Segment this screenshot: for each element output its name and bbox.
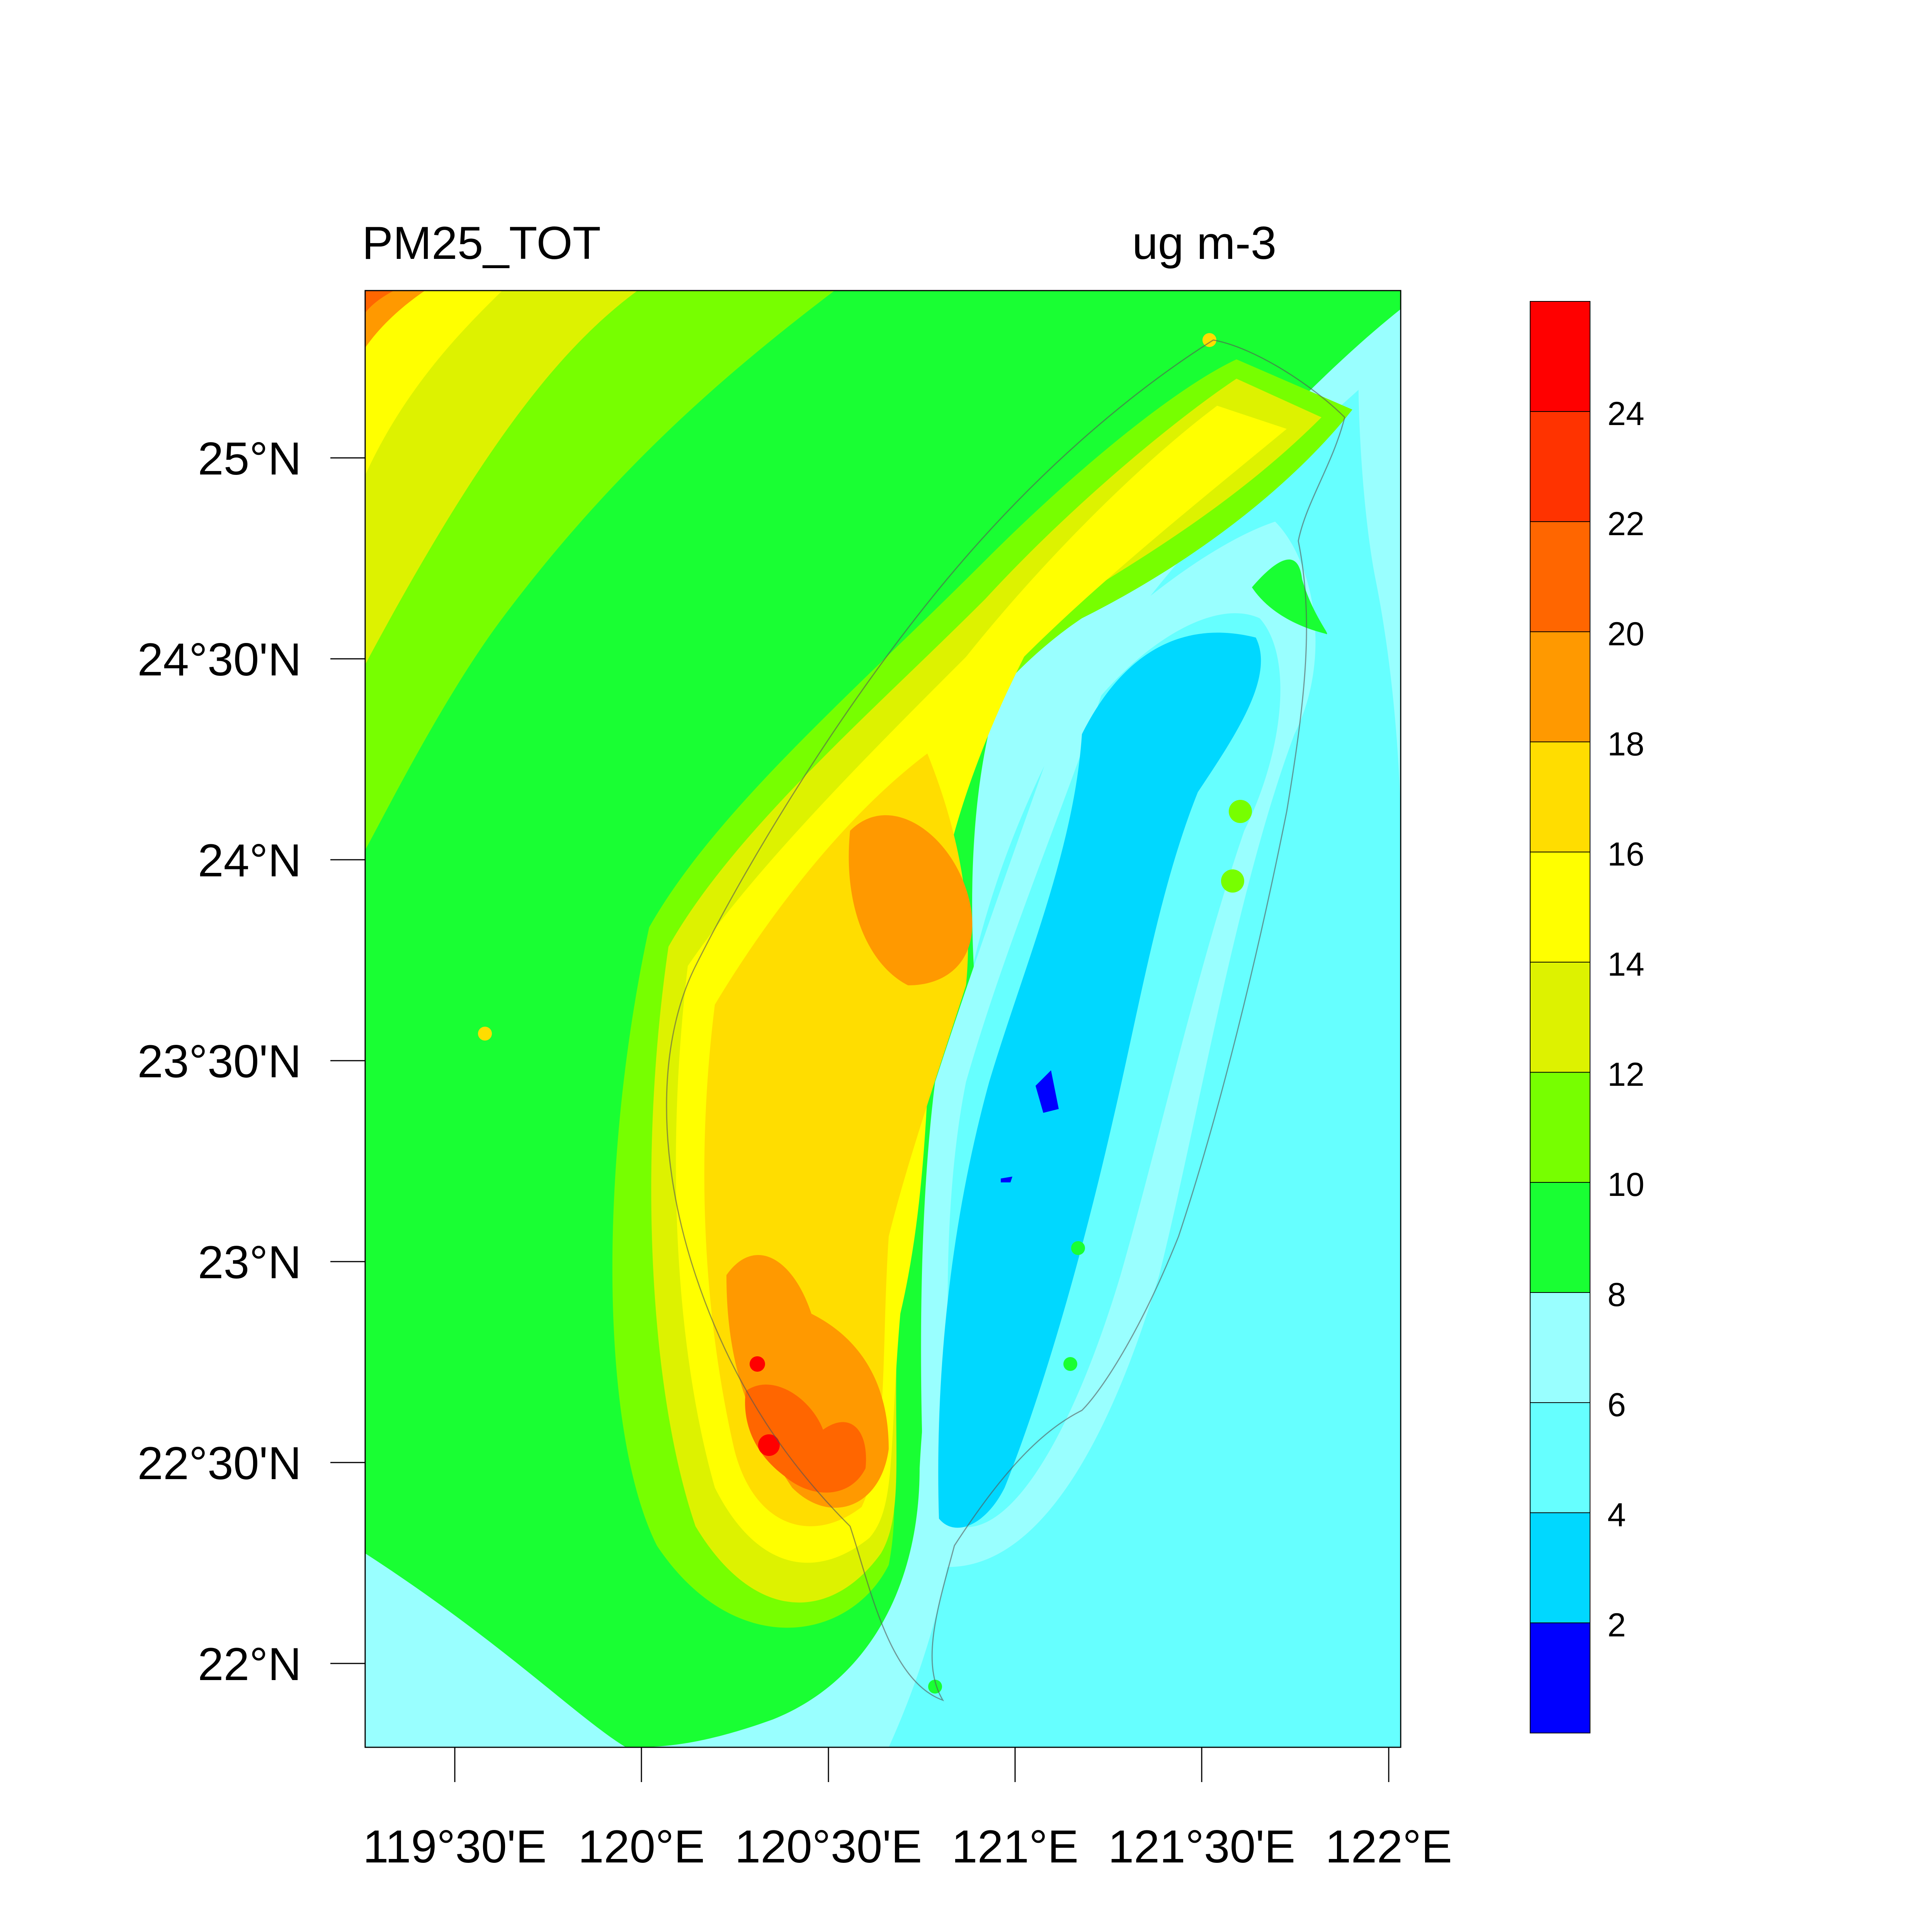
- colorbar-label: 6: [1607, 1386, 1626, 1423]
- lat-label-22n: 22°N: [197, 1638, 301, 1690]
- green-spot-2: [1221, 869, 1244, 893]
- nw-band-3: [365, 291, 502, 475]
- concentration-field: [365, 291, 1401, 1747]
- green-spot-4: [1063, 1357, 1077, 1371]
- nw-band-4: [365, 291, 425, 348]
- lon-label-121e: 121°E: [951, 1821, 1079, 1872]
- lon-label-120e: 120°E: [578, 1821, 705, 1872]
- lon-label-121-30e: 121°30'E: [1108, 1821, 1296, 1872]
- colorbar-segment: [1530, 742, 1590, 852]
- lat-label-23-30n: 23°30'N: [137, 1036, 301, 1087]
- green-spot-5: [928, 1680, 942, 1694]
- colorbar: [1530, 301, 1590, 1733]
- land-band-20: [745, 1384, 866, 1493]
- colorbar-label: 4: [1607, 1497, 1626, 1534]
- colorbar-segment: [1530, 1292, 1590, 1403]
- colorbar-label: 18: [1607, 726, 1645, 763]
- colorbar-label: 20: [1607, 616, 1645, 653]
- lat-label-23n: 23°N: [197, 1236, 301, 1288]
- colorbar-segment: [1530, 1402, 1590, 1513]
- coastline: [666, 339, 1345, 1701]
- colorbar-segment: [1530, 1622, 1590, 1733]
- lat-label-24-30n: 24°30'N: [137, 634, 301, 685]
- colorbar-label: 24: [1607, 395, 1645, 432]
- colorbar-segment: [1530, 852, 1590, 963]
- lon-label-120-30e: 120°30'E: [735, 1821, 922, 1872]
- lat-label-25n: 25°N: [197, 433, 301, 485]
- lon-ticks: [454, 1747, 1389, 1782]
- east-band-4: [938, 633, 1261, 1528]
- lat-label-22-30n: 22°30'N: [137, 1437, 301, 1489]
- colorbar-segment: [1530, 962, 1590, 1073]
- blue-spot-2: [1001, 1177, 1012, 1182]
- lat-label-24n: 24°N: [197, 835, 301, 886]
- lat-ticks: [330, 457, 365, 1664]
- green-spot-1: [1229, 800, 1252, 823]
- hotspot-red: [758, 1434, 780, 1456]
- north-tip-spot: [1202, 333, 1216, 347]
- colorbar-segment: [1530, 1072, 1590, 1183]
- colorbar-segment: [1530, 521, 1590, 632]
- hotspot-red-2: [750, 1356, 765, 1372]
- colorbar-segment: [1530, 301, 1590, 412]
- colorbar-segment: [1530, 631, 1590, 742]
- land-band-18-north: [849, 815, 973, 985]
- nw-corner: [365, 291, 394, 313]
- colorbar-label: 2: [1607, 1607, 1626, 1644]
- colorbar-segment: [1530, 1182, 1590, 1293]
- units-title: ug m-3: [1132, 217, 1277, 269]
- colorbar-label: 12: [1607, 1056, 1645, 1093]
- ne-green-patch: [1252, 559, 1327, 634]
- colorbar-label: 16: [1607, 836, 1645, 873]
- colorbar-segment: [1530, 1512, 1590, 1623]
- lon-label-122e: 122°E: [1325, 1821, 1452, 1872]
- map-frame: [364, 290, 1401, 1748]
- colorbar-label: 10: [1607, 1166, 1645, 1203]
- nw-band-2: [365, 291, 638, 665]
- variable-title: PM25_TOT: [362, 217, 601, 269]
- penghu-spot: [478, 1027, 492, 1041]
- colorbar-label: 22: [1607, 505, 1645, 543]
- blue-spot-1: [1036, 1070, 1059, 1113]
- colorbar-label: 8: [1607, 1276, 1626, 1313]
- lon-label-119-30e: 119°30'E: [363, 1821, 547, 1872]
- colorbar-segment: [1530, 411, 1590, 522]
- green-spot-3: [1071, 1241, 1085, 1255]
- colorbar-label: 14: [1607, 946, 1645, 983]
